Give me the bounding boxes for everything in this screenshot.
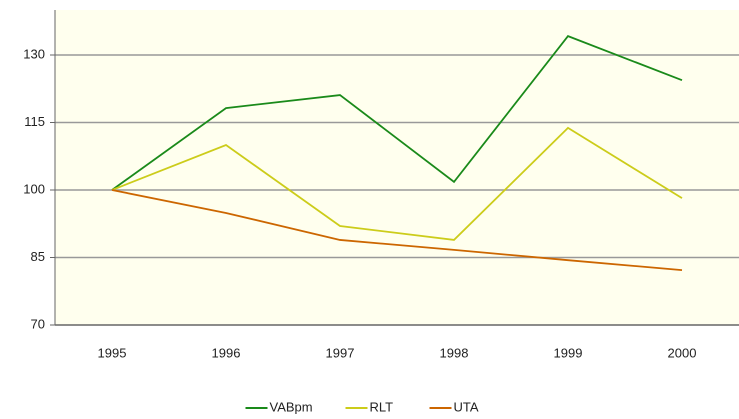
series-line [111, 189, 683, 271]
legend-label: RLT [370, 399, 394, 414]
x-tick-label: 1997 [326, 345, 355, 360]
y-tick-label: 130 [23, 46, 45, 61]
x-tick-label: 1996 [212, 345, 241, 360]
x-tick-label: 1999 [554, 345, 583, 360]
series-line [111, 126, 683, 241]
y-tick-label: 85 [31, 249, 45, 264]
series-line [111, 35, 683, 191]
y-tick-label: 70 [31, 316, 45, 331]
x-tick-label: 1998 [440, 345, 469, 360]
legend-label: VABpm [270, 399, 313, 414]
x-tick-label: 2000 [668, 345, 697, 360]
x-tick-label: 1995 [98, 345, 127, 360]
plot-area [55, 10, 739, 325]
y-tick-label: 100 [23, 181, 45, 196]
legend-label: UTA [454, 399, 479, 414]
y-tick-label: 115 [24, 114, 45, 129]
